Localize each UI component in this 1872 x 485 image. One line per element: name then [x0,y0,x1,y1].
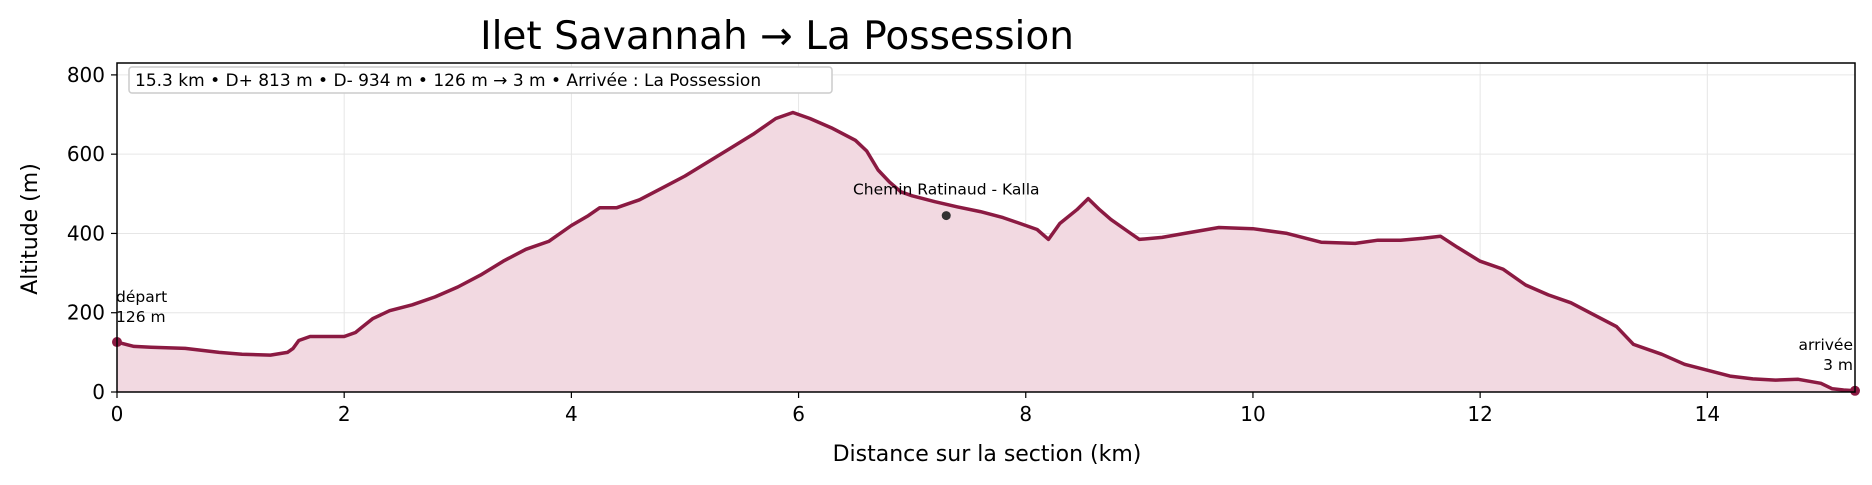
y-tick-label: 800 [67,63,105,87]
x-tick-label: 10 [1240,402,1265,426]
end-label: arrivée [1798,336,1853,354]
y-axis-label: Altitude (m) [18,163,43,295]
elevation-area-fill [117,112,1855,392]
y-axis-ticks: 0 200 400 600 800 [67,63,117,404]
x-tick-label: 8 [1019,402,1032,426]
elevation-profile-line [116,110,1856,393]
x-axis-ticks: 0 2 4 6 8 10 12 14 [111,392,1720,426]
y-tick-label: 600 [67,142,105,166]
x-tick-label: 6 [792,402,805,426]
plot-frame [116,62,1856,393]
y-tick-label: 200 [67,301,105,325]
end-value: 3 m [1823,356,1853,374]
x-axis-label: Distance sur la section (km) [833,442,1142,467]
chart-title: Ilet Savannah → La Possession [480,14,1074,59]
poi-marker [941,211,951,221]
stats-box: 15.3 km • D+ 813 m • D- 934 m • 126 m → … [135,71,761,91]
x-tick-label: 14 [1695,402,1720,426]
x-tick-label: 0 [111,402,124,426]
x-tick-label: 12 [1467,402,1492,426]
stats-box-frame [128,66,833,94]
x-tick-label: 2 [338,402,351,426]
start-label: départ [116,288,167,306]
start-value: 126 m [116,308,166,326]
poi-label: Chemin Ratinaud - Kalla [853,181,1040,199]
y-tick-label: 400 [67,221,105,245]
x-tick-label: 4 [565,402,578,426]
y-tick-label: 0 [92,380,105,404]
